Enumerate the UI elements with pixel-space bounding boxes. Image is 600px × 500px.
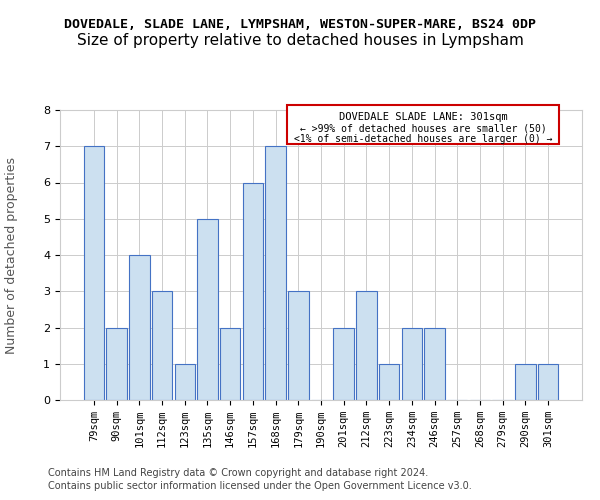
Bar xyxy=(424,328,445,400)
Bar xyxy=(265,146,286,400)
Bar xyxy=(129,255,149,400)
Bar xyxy=(334,328,354,400)
Text: DOVEDALE, SLADE LANE, LYMPSHAM, WESTON-SUPER-MARE, BS24 0DP: DOVEDALE, SLADE LANE, LYMPSHAM, WESTON-S… xyxy=(64,18,536,30)
Bar xyxy=(220,328,241,400)
Bar xyxy=(288,291,308,400)
Bar xyxy=(515,364,536,400)
Bar xyxy=(242,182,263,400)
Bar xyxy=(175,364,195,400)
Y-axis label: Number of detached properties: Number of detached properties xyxy=(5,156,18,354)
Text: <1% of semi-detached houses are larger (0) →: <1% of semi-detached houses are larger (… xyxy=(294,134,553,144)
Bar xyxy=(356,291,377,400)
Text: ← >99% of detached houses are smaller (50): ← >99% of detached houses are smaller (5… xyxy=(300,124,547,134)
Bar xyxy=(401,328,422,400)
Text: Contains public sector information licensed under the Open Government Licence v3: Contains public sector information licen… xyxy=(48,481,472,491)
Text: Contains HM Land Registry data © Crown copyright and database right 2024.: Contains HM Land Registry data © Crown c… xyxy=(48,468,428,477)
Text: DOVEDALE SLADE LANE: 301sqm: DOVEDALE SLADE LANE: 301sqm xyxy=(339,112,508,122)
Bar xyxy=(379,364,400,400)
Bar xyxy=(538,364,558,400)
Bar xyxy=(106,328,127,400)
Bar xyxy=(197,219,218,400)
Text: Size of property relative to detached houses in Lympsham: Size of property relative to detached ho… xyxy=(77,32,523,48)
Bar xyxy=(287,104,559,144)
Bar xyxy=(152,291,172,400)
Bar xyxy=(84,146,104,400)
